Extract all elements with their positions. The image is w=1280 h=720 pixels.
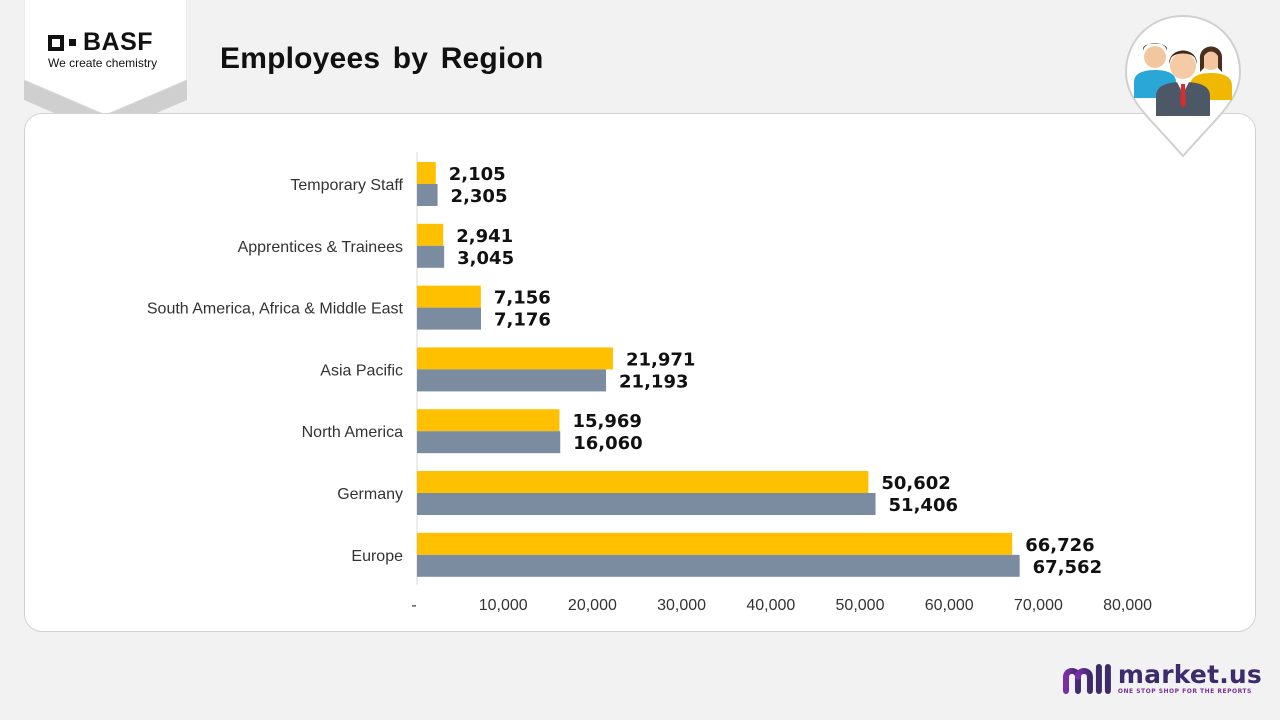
x-tick-label: 10,000 <box>479 597 528 614</box>
market-us-mark-icon <box>1062 664 1111 694</box>
category-label: Asia Pacific <box>320 362 403 379</box>
bar-series-2 <box>417 245 445 268</box>
x-tick-label: 70,000 <box>1014 597 1063 614</box>
x-tick-label: 50,000 <box>836 597 885 614</box>
logo-badge: BASF We create chemistry <box>24 0 187 135</box>
bar-series-2 <box>417 493 876 515</box>
x-tick-label: 40,000 <box>746 597 795 614</box>
bar-series-1 <box>417 347 613 370</box>
bar-series-1 <box>417 223 444 246</box>
category-label: Europe <box>351 548 403 565</box>
bar-series-1 <box>417 409 560 432</box>
value-label: 15,969 <box>572 411 641 432</box>
value-label: 67,562 <box>1033 557 1102 578</box>
x-tick-label: 80,000 <box>1103 597 1152 614</box>
category-label: Germany <box>337 486 403 503</box>
value-label: 2,305 <box>451 186 508 207</box>
bar-series-1 <box>417 162 436 184</box>
value-label: 7,176 <box>494 310 551 331</box>
bar-series-2 <box>417 431 561 454</box>
logo-tagline: We create chemistry <box>48 56 158 70</box>
value-label: 21,971 <box>626 349 695 370</box>
x-tick-label: 60,000 <box>925 597 974 614</box>
value-label: 51,406 <box>889 495 958 516</box>
value-label: 3,045 <box>457 248 514 269</box>
value-label: 21,193 <box>619 371 688 392</box>
bar-series-1 <box>417 285 481 308</box>
logo-square-dot <box>69 39 76 46</box>
brand-text: market.us ONE STOP SHOP FOR THE REPORTS <box>1118 662 1262 695</box>
logo-wordmark: BASF <box>83 28 154 56</box>
bar-series-1 <box>417 532 1013 555</box>
bar-series-2 <box>417 554 1020 577</box>
badge-shape <box>24 0 187 135</box>
value-label: 2,941 <box>456 226 513 247</box>
value-label: 7,156 <box>494 288 551 309</box>
basf-logo-icon: BASF <box>48 30 153 55</box>
brand-tagline: ONE STOP SHOP FOR THE REPORTS <box>1117 687 1252 695</box>
value-label: 66,726 <box>1025 535 1094 556</box>
x-tick-label: - <box>411 597 416 614</box>
logo-square-outline <box>48 34 64 51</box>
bar-series-1 <box>417 471 869 493</box>
value-label: 16,060 <box>573 433 642 454</box>
x-tick-label: 20,000 <box>568 597 617 614</box>
category-label: South America, Africa & Middle East <box>147 301 404 318</box>
page-title: Employees by Region <box>220 42 544 75</box>
brand-name: market.us <box>1117 659 1262 689</box>
category-label: Apprentices & Trainees <box>238 239 403 256</box>
logo-squares <box>48 34 76 51</box>
bar-series-2 <box>417 184 438 206</box>
bar-series-2 <box>417 369 607 392</box>
category-label: Temporary Staff <box>290 177 403 194</box>
market-us-logo-icon: market.us ONE STOP SHOP FOR THE REPORTS <box>1062 658 1262 698</box>
bar-series-2 <box>417 307 482 330</box>
people-pin-icon <box>1122 12 1244 160</box>
value-label: 50,602 <box>881 473 950 494</box>
category-label: North America <box>302 424 403 441</box>
x-tick-label: 30,000 <box>657 597 706 614</box>
value-label: 2,105 <box>449 164 506 185</box>
